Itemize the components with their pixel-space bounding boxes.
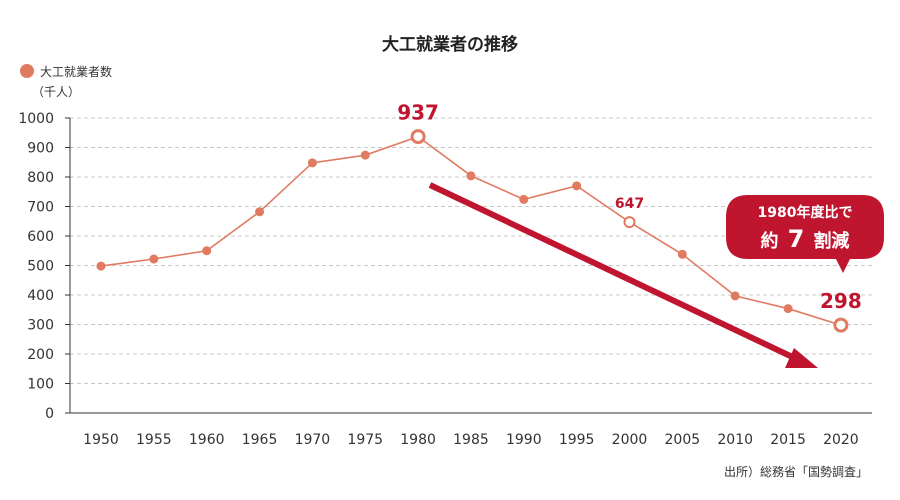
x-tick-label: 1990 [506, 432, 542, 448]
x-tick-label: 2015 [770, 432, 806, 448]
x-tick-label: 1955 [136, 432, 172, 448]
callout-number: 7 [788, 225, 805, 253]
callout-line1: 1980年度比で [758, 204, 853, 221]
callout-suffix: 割減 [813, 230, 849, 252]
y-tick-label: 100 [27, 377, 54, 393]
grid-lines [70, 117, 872, 384]
data-label: 937 [397, 101, 439, 125]
source-note: 出所）総務省「国勢調査」 [724, 464, 868, 479]
y-tick-label: 0 [45, 406, 54, 422]
x-tick-label: 1950 [83, 432, 119, 448]
trend-arrow [428, 182, 818, 368]
legend-label: 大工就業者数 [40, 64, 112, 79]
data-point [730, 291, 740, 301]
y-axis-ticks: 0 100 200 300 400 500 600 700 800 900 1000 [18, 111, 70, 422]
trend-arrow-shaft [428, 182, 805, 365]
data-label: 647 [615, 196, 644, 212]
data-point [519, 194, 529, 204]
x-tick-label: 2010 [717, 432, 753, 448]
data-point [572, 181, 582, 191]
x-tick-label: 1970 [295, 432, 331, 448]
data-label: 298 [820, 289, 862, 313]
y-tick-label: 900 [27, 141, 54, 157]
data-labels: 937 647 298 [397, 101, 862, 314]
callout-prefix: 約 [761, 230, 779, 252]
y-tick-label: 400 [27, 288, 54, 304]
data-point [466, 171, 476, 181]
x-tick-label: 1960 [189, 432, 225, 448]
y-tick-label: 1000 [18, 111, 54, 127]
x-tick-label: 1975 [347, 432, 383, 448]
x-tick-label: 1995 [559, 432, 595, 448]
data-point [783, 304, 793, 314]
y-axis-unit: （千人） [32, 85, 80, 99]
x-tick-label: 1985 [453, 432, 489, 448]
x-tick-label: 1980 [400, 432, 436, 448]
data-point [360, 150, 370, 160]
y-tick-label: 300 [27, 318, 54, 334]
data-point [96, 261, 106, 271]
y-tick-label: 600 [27, 229, 54, 245]
highlight-point [623, 216, 636, 229]
x-tick-label: 2000 [612, 432, 648, 448]
data-points [96, 129, 849, 333]
x-axis-ticks: 1950 1955 1960 1965 1970 1975 1980 1985 1990 1995… [83, 432, 859, 448]
data-point [202, 246, 212, 256]
y-tick-label: 200 [27, 347, 54, 363]
callout-bubble: 1980年度比で 約 7 割減 [726, 195, 884, 273]
y-tick-label: 800 [27, 170, 54, 186]
data-point [149, 254, 159, 264]
data-point [255, 207, 265, 217]
chart-title: 大工就業者の推移 [382, 34, 518, 55]
callout-shape [726, 195, 884, 273]
trend-arrow-head [785, 348, 818, 368]
y-tick-label: 500 [27, 259, 54, 275]
callout-line2: 約 7 割減 [761, 225, 850, 253]
highlight-point [833, 317, 849, 333]
data-point [677, 249, 687, 259]
highlight-point [410, 129, 426, 145]
legend-marker [20, 64, 34, 78]
data-point [307, 158, 317, 168]
y-tick-label: 700 [27, 200, 54, 216]
x-tick-label: 2020 [823, 432, 859, 448]
x-tick-label: 2005 [665, 432, 701, 448]
x-tick-label: 1965 [242, 432, 278, 448]
